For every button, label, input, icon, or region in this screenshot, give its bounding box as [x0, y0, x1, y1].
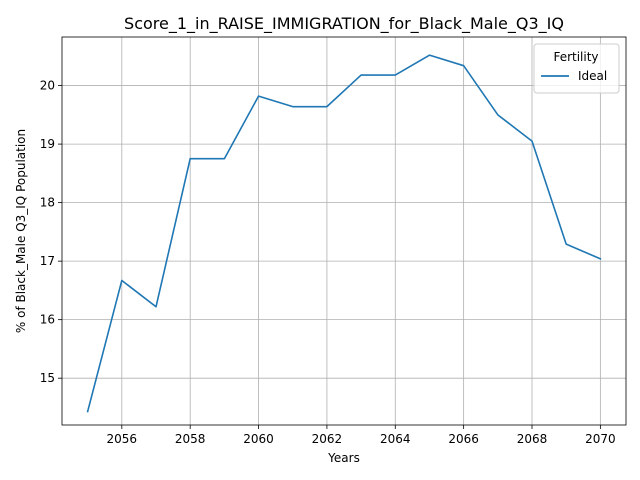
x-tick-label: 2070: [585, 432, 616, 446]
x-axis-label: Years: [327, 451, 360, 465]
x-tick-label: 2066: [448, 432, 479, 446]
data-point: [566, 244, 567, 245]
y-axis-label: % of Black_Male Q3_IQ Population: [14, 129, 28, 333]
y-tick-label: 15: [40, 371, 55, 385]
y-tick-label: 19: [40, 137, 55, 151]
data-point: [292, 106, 293, 107]
legend-title: Fertility: [553, 50, 598, 64]
data-point: [429, 55, 430, 56]
y-tick-label: 16: [40, 313, 55, 327]
legend-label-ideal: Ideal: [578, 69, 607, 83]
series-line-ideal: [86, 54, 602, 413]
series-group: [86, 54, 602, 413]
x-tick-label: 2056: [107, 432, 138, 446]
legend-box: [533, 43, 620, 94]
data-point: [224, 158, 225, 159]
data-point: [600, 258, 601, 259]
x-tick-label: 2064: [380, 432, 411, 446]
data-point: [532, 141, 533, 142]
y-axis-ticks: 15 16 17 18 19 20: [40, 79, 62, 385]
x-tick-label: 2068: [517, 432, 548, 446]
y-tick-label: 20: [40, 79, 55, 93]
data-point: [326, 106, 327, 107]
grid-lines: [62, 37, 626, 425]
data-point: [87, 411, 88, 412]
data-point: [121, 280, 122, 281]
legend: Fertility Ideal: [533, 43, 620, 94]
data-point: [361, 75, 362, 76]
data-point: [156, 306, 157, 307]
x-tick-label: 2060: [243, 432, 274, 446]
y-tick-label: 18: [40, 196, 55, 210]
x-tick-label: 2062: [312, 432, 343, 446]
chart-title: Score_1_in_RAISE_IMMIGRATION_for_Black_M…: [124, 14, 564, 34]
x-tick-label: 2058: [175, 432, 206, 446]
data-point: [395, 75, 396, 76]
x-axis-ticks: 2056 2058 2060 2062 2064 2066 2068 2070: [107, 425, 616, 446]
data-point: [497, 114, 498, 115]
data-point: [258, 96, 259, 97]
plot-frame: [61, 36, 627, 426]
y-tick-label: 17: [40, 254, 55, 268]
data-point: [190, 158, 191, 159]
data-point: [463, 65, 464, 66]
